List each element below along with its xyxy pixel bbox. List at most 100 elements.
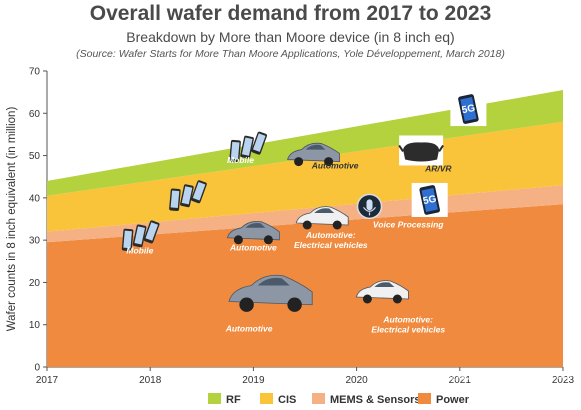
annotation-label: Automotive: Electrical vehicles (294, 230, 368, 250)
car-wheel (263, 235, 273, 245)
area-power (47, 204, 563, 367)
smartphone-icon (169, 180, 207, 211)
car-window (305, 144, 326, 150)
phone-screen (145, 222, 159, 241)
x-tick-label: 2019 (242, 375, 265, 386)
car-body (355, 280, 409, 300)
phone-screen (181, 186, 193, 205)
car-window (374, 282, 395, 287)
legend-swatch (312, 393, 325, 404)
5g-phone-icon: 5G (450, 92, 487, 127)
annotation-line: Mobile (135, 129, 162, 139)
car-window (245, 223, 266, 228)
legend-swatch (208, 393, 221, 404)
car-icon (226, 221, 280, 245)
annotation-line: Automotive: (382, 315, 433, 325)
y-tick-label: 0 (34, 363, 40, 374)
car-body (287, 142, 341, 162)
vr-headset-icon (398, 135, 444, 166)
mic-stand (363, 206, 376, 216)
y-tick-label: 50 (29, 151, 41, 162)
area-rf (47, 90, 563, 196)
annotation-label: Mobile (135, 129, 162, 139)
chart-source: (Source: Wafer Starts for More Than Moor… (76, 48, 505, 60)
car-icon (228, 274, 313, 312)
annotation-line: Automotive: (305, 230, 356, 240)
phone-screen (230, 141, 240, 160)
annotation-label: AR/VR (424, 164, 452, 174)
car-body (228, 274, 313, 306)
y-tick-label: 60 (29, 109, 41, 120)
phone-screen (460, 97, 477, 122)
x-tick-label: 2020 (345, 375, 368, 386)
legend-swatch (418, 393, 431, 404)
5g-label: 5G (422, 194, 438, 208)
phone-screen (170, 190, 180, 209)
car-wheel (302, 220, 312, 230)
y-tick-label: 40 (29, 193, 41, 204)
annotation-label: Voice Processing (373, 219, 444, 229)
y-tick-label: 20 (29, 278, 41, 289)
car-wheel (332, 220, 342, 230)
y-tick-label: 70 (29, 67, 41, 78)
electric-car-icon (295, 206, 349, 230)
annotation-line: Voice Processing (373, 219, 444, 229)
annotation-label: Automotive: Electrical vehicles (371, 315, 445, 335)
phone-screen (241, 137, 253, 156)
car-body (226, 221, 280, 241)
car-wheel (392, 294, 402, 304)
annotation-line: Automotive (229, 242, 277, 252)
legend-swatch (260, 393, 273, 404)
phone-screen (134, 226, 145, 245)
phone-screen (252, 133, 266, 152)
5g-phone-icon: 5G (411, 182, 448, 217)
annotation-label: Automotive (311, 160, 359, 170)
car-icon (287, 142, 341, 167)
car-wheel (294, 157, 304, 167)
annotation-label: Mobile (227, 155, 254, 165)
x-tick-label: 2021 (449, 375, 472, 386)
annotation-label: Automotive (229, 242, 277, 252)
microphone-icon (356, 193, 383, 220)
legend-label: MEMS & Sensors (330, 394, 420, 406)
car-window (257, 277, 290, 286)
annotation-line: Automotive (225, 323, 273, 333)
5g-label: 5G (461, 103, 477, 117)
phone-screen (192, 182, 206, 201)
chart-title: Overall wafer demand from 2017 to 2023 (89, 2, 492, 25)
legend-label: Power (436, 394, 470, 406)
annotation-line: Electrical vehicles (294, 240, 368, 250)
car-wheel (287, 297, 302, 312)
vr-body (403, 142, 440, 162)
electric-car-icon (355, 280, 409, 304)
annotation-label: Automotive (225, 323, 273, 333)
car-wheel (239, 297, 254, 312)
annotation-line: AR/VR (424, 164, 452, 174)
smartphone-icon (229, 131, 267, 163)
car-window (314, 208, 335, 213)
annotation-line: Automotive (311, 160, 359, 170)
legend-label: RF (226, 394, 241, 406)
y-axis-label: Wafer counts in 8 inch equivalent (in mi… (6, 107, 18, 332)
mic-head (366, 199, 373, 211)
annotation-label: Mobile (126, 246, 153, 256)
x-tick-label: 2017 (36, 375, 59, 386)
phone-screen (123, 230, 132, 249)
annotation-line: Mobile (126, 246, 153, 256)
x-tick-label: 2023 (552, 375, 575, 386)
car-wheel (233, 235, 243, 245)
y-tick-label: 10 (29, 320, 41, 331)
phone-screen (421, 187, 438, 212)
annotation-line: Electrical vehicles (371, 325, 445, 335)
x-tick-label: 2018 (139, 375, 162, 386)
car-wheel (324, 157, 334, 167)
y-tick-label: 30 (29, 236, 41, 247)
chart-subtitle: Breakdown by More than Moore device (in … (126, 29, 455, 45)
car-wheel (362, 294, 372, 304)
smartphone-icon (121, 220, 160, 252)
legend-label: CIS (278, 394, 296, 406)
watermark: 电子发烧友 www.elecfans.com (423, 368, 572, 382)
annotation-line: Mobile (227, 155, 254, 165)
vr-strap (398, 144, 444, 153)
